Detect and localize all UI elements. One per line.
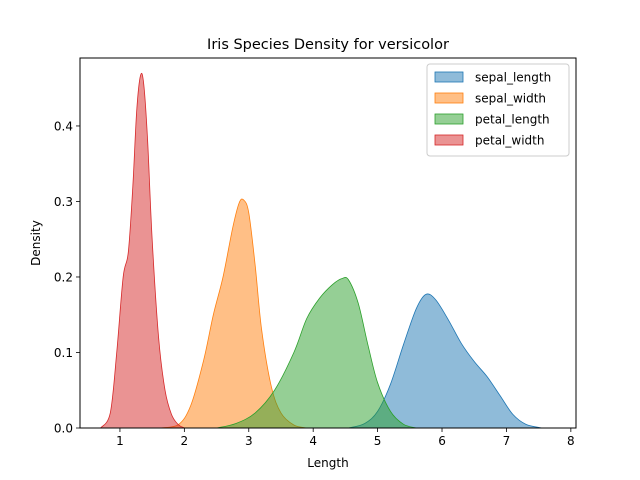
legend-label: petal_width (475, 134, 544, 148)
chart-title: Iris Species Density for versicolor (207, 37, 449, 53)
y-tick-label: 0.4 (54, 119, 73, 133)
x-axis-label: Length (307, 456, 348, 470)
x-axis-ticks: 1 2 3 4 5 6 7 8 (116, 428, 575, 448)
density-areas (99, 72, 542, 429)
plot-frame (79, 57, 577, 429)
density-area-petal-width (99, 72, 186, 429)
legend-swatch (434, 113, 464, 125)
x-tick-label: 2 (181, 434, 189, 448)
y-tick-label: 0.2 (54, 270, 73, 284)
x-tick-label: 7 (503, 434, 511, 448)
x-tick-label: 1 (116, 434, 124, 448)
x-tick-label: 4 (309, 434, 317, 448)
x-tick-label: 8 (567, 434, 575, 448)
legend-label: petal_length (475, 113, 550, 127)
y-tick-label: 0.0 (54, 422, 73, 436)
legend-label: sepal_width (475, 92, 546, 106)
density-area-petal-length (216, 277, 417, 429)
legend-swatch (434, 134, 464, 146)
y-axis-ticks: 0.0 0.1 0.2 0.3 0.4 (54, 119, 80, 436)
x-tick-label: 5 (374, 434, 382, 448)
legend: sepal_length sepal_width petal_lengthpetal… (426, 63, 570, 157)
legend-label: sepal_length (475, 71, 551, 85)
y-tick-label: 0.3 (54, 195, 73, 209)
y-axis-label: Density (29, 220, 43, 266)
y-tick-label: 0.1 (54, 346, 73, 360)
legend-swatch (434, 71, 464, 83)
x-tick-label: 3 (245, 434, 253, 448)
legend-swatch (434, 92, 464, 104)
legend-box (426, 63, 570, 157)
x-tick-label: 6 (438, 434, 446, 448)
